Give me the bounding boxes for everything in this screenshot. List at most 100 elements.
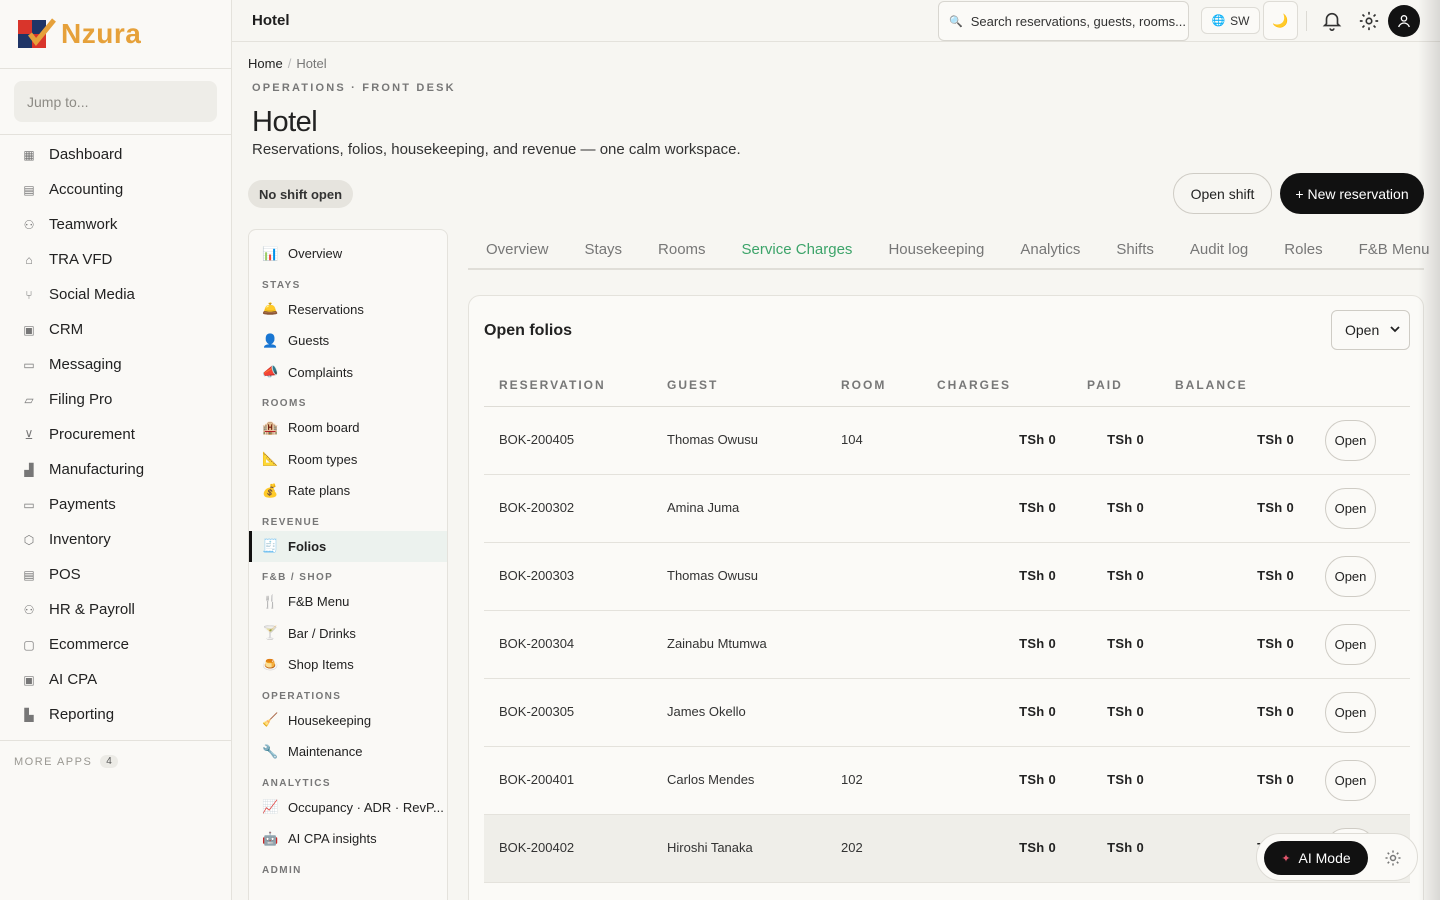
sidebar-item[interactable]: ▣ CRM: [0, 312, 231, 347]
column-header[interactable]: CHARGES: [937, 378, 1012, 392]
column-header[interactable]: BALANCE: [1175, 378, 1248, 392]
module-nav-item[interactable]: 📣 Complaints: [249, 357, 447, 389]
module-nav-item[interactable]: 📊 Overview: [249, 238, 447, 270]
brand-logo[interactable]: Nzura: [0, 0, 231, 69]
ai-mode-button[interactable]: ✦ AI Mode: [1264, 841, 1368, 875]
table-row[interactable]: BOK-200304 Zainabu Mtumwa TSh 0 TSh 0 TSh 0 O…: [484, 611, 1410, 679]
module-nav-item[interactable]: 🍸 Bar / Drinks: [249, 618, 447, 650]
open-shift-button[interactable]: Open shift: [1173, 173, 1272, 214]
table-row[interactable]: BOK-200302 Amina Juma TSh 0 TSh 0 TSh 0 Open: [484, 475, 1410, 543]
tab[interactable]: F&B Menu: [1358, 240, 1430, 258]
avatar[interactable]: [1388, 5, 1420, 37]
module-nav-item[interactable]: 🤖 AI CPA insights: [249, 823, 447, 855]
breadcrumb-home[interactable]: Home: [248, 56, 283, 71]
charges-cell: TSh 0: [1019, 772, 1056, 787]
table-row[interactable]: BOK-200305 James Okello TSh 0 TSh 0 TSh 0 Ope…: [484, 679, 1410, 747]
more-apps[interactable]: MORE APPS 4: [0, 740, 231, 768]
module-icon: 📊: [262, 245, 279, 261]
module-nav-label: Occupancy · ADR · RevP...: [288, 799, 444, 815]
sidebar-item[interactable]: ▟ Manufacturing: [0, 452, 231, 487]
sidebar-item[interactable]: ▭ Messaging: [0, 347, 231, 382]
accounting-icon: ▤: [23, 182, 35, 197]
tab[interactable]: Stays: [584, 240, 623, 258]
sidebar-item[interactable]: ▤ POS: [0, 557, 231, 592]
tab[interactable]: Audit log: [1189, 240, 1249, 258]
reservation-cell: BOK-200304: [499, 636, 575, 651]
bell-icon[interactable]: [1321, 10, 1343, 32]
module-icon: 👤: [262, 332, 279, 348]
open-folio-button[interactable]: Open: [1325, 760, 1376, 801]
module-nav-item[interactable]: 🧹 Housekeeping: [249, 705, 447, 737]
tab[interactable]: Roles: [1284, 240, 1323, 258]
sidebar-item[interactable]: ⚇ HR & Payroll: [0, 592, 231, 627]
module-nav-item[interactable]: 🏨 Room board: [249, 412, 447, 444]
tab[interactable]: Analytics: [1020, 240, 1081, 258]
column-header[interactable]: ROOM: [841, 378, 887, 392]
sidebar-item[interactable]: ⑂ Social Media: [0, 277, 231, 312]
module-nav-group-title: ADMIN: [262, 864, 302, 876]
balance-cell: TSh 0: [1257, 772, 1294, 787]
module-nav-item[interactable]: 🍮 Shop Items: [249, 649, 447, 681]
sidebar-item[interactable]: ⊻ Procurement: [0, 417, 231, 452]
table-row[interactable]: BOK-200405 Thomas Owusu 104 TSh 0 TSh 0 TSh 0…: [484, 407, 1410, 475]
module-nav-item[interactable]: 💰 Rate plans: [249, 475, 447, 507]
global-search-input[interactable]: 🔍 Search reservations, guests, rooms...: [938, 1, 1189, 41]
module-icon: 🍴: [262, 593, 279, 609]
theme-toggle[interactable]: 🌙: [1263, 1, 1298, 40]
column-header[interactable]: RESERVATION: [499, 378, 606, 392]
module-nav-item[interactable]: 👤 Guests: [249, 325, 447, 357]
sidebar-item[interactable]: ▙ Reporting: [0, 697, 231, 732]
sidebar-item-label: Teamwork: [49, 216, 118, 233]
sidebar-item[interactable]: ▤ Accounting: [0, 172, 231, 207]
tab[interactable]: Housekeeping: [888, 240, 985, 258]
jump-to-input[interactable]: Jump to...: [14, 81, 217, 122]
module-nav-item[interactable]: 📈 Occupancy · ADR · RevP...: [249, 792, 447, 824]
module-icon: 📈: [262, 799, 279, 815]
open-folio-button[interactable]: Open: [1325, 692, 1376, 733]
table-row[interactable]: BOK-200401 Carlos Mendes 102 TSh 0 TSh 0 TSh …: [484, 747, 1410, 815]
column-header[interactable]: PAID: [1087, 378, 1123, 392]
module-nav-item[interactable]: 🍴 F&B Menu: [249, 586, 447, 618]
language-switcher[interactable]: 🌐 SW: [1201, 7, 1260, 34]
tab[interactable]: Overview: [486, 240, 549, 258]
module-nav-item[interactable]: 🧾 Folios: [249, 530, 447, 562]
tab[interactable]: Service Charges: [741, 240, 853, 258]
room-cell: 102: [841, 772, 863, 787]
paid-cell: TSh 0: [1107, 568, 1144, 583]
sidebar-item-label: TRA VFD: [49, 251, 113, 268]
folio-status-select[interactable]: Open: [1331, 310, 1410, 350]
sidebar-item[interactable]: ⌂ TRA VFD: [0, 242, 231, 277]
table-row[interactable]: BOK-200303 Thomas Owusu TSh 0 TSh 0 TSh 0 Ope…: [484, 543, 1410, 611]
module-nav-item[interactable]: 🔧 Maintenance: [249, 736, 447, 768]
new-reservation-button[interactable]: + New reservation: [1280, 173, 1424, 214]
open-folio-button[interactable]: Open: [1325, 488, 1376, 529]
sidebar-item[interactable]: ▣ AI CPA: [0, 662, 231, 697]
sidebar-item[interactable]: ▭ Payments: [0, 487, 231, 522]
dashboard-icon: ▦: [23, 147, 35, 162]
sidebar-item-label: Manufacturing: [49, 461, 145, 478]
open-folio-button[interactable]: Open: [1325, 556, 1376, 597]
sidebar-item[interactable]: ▱ Filing Pro: [0, 382, 231, 417]
gear-icon[interactable]: [1358, 10, 1380, 32]
receipt-icon: ▤: [23, 567, 35, 582]
module-icon: 🤖: [262, 830, 279, 846]
more-apps-count: 4: [100, 755, 118, 768]
sidebar-item[interactable]: ▢ Ecommerce: [0, 627, 231, 662]
sidebar-item-label: Ecommerce: [49, 636, 130, 653]
module-nav-item[interactable]: 🛎️ Reservations: [249, 294, 447, 326]
open-folio-button[interactable]: Open: [1325, 420, 1376, 461]
shift-status-badge: No shift open: [248, 180, 354, 208]
paid-cell: TSh 0: [1107, 772, 1144, 787]
tab[interactable]: Rooms: [658, 240, 706, 258]
column-header[interactable]: GUEST: [667, 378, 719, 392]
sidebar-item[interactable]: ▦ Dashboard: [0, 137, 231, 172]
settings-icon[interactable]: [1383, 848, 1403, 868]
sidebar-item[interactable]: ⚇ Teamwork: [0, 207, 231, 242]
reservation-cell: BOK-200305: [499, 704, 575, 719]
module-nav-item[interactable]: 📐 Room types: [249, 444, 447, 476]
sidebar-item-label: Reporting: [49, 706, 115, 723]
open-folio-button[interactable]: Open: [1325, 624, 1376, 665]
tab[interactable]: Shifts: [1116, 240, 1154, 258]
sidebar-item[interactable]: ⬡ Inventory: [0, 522, 231, 557]
